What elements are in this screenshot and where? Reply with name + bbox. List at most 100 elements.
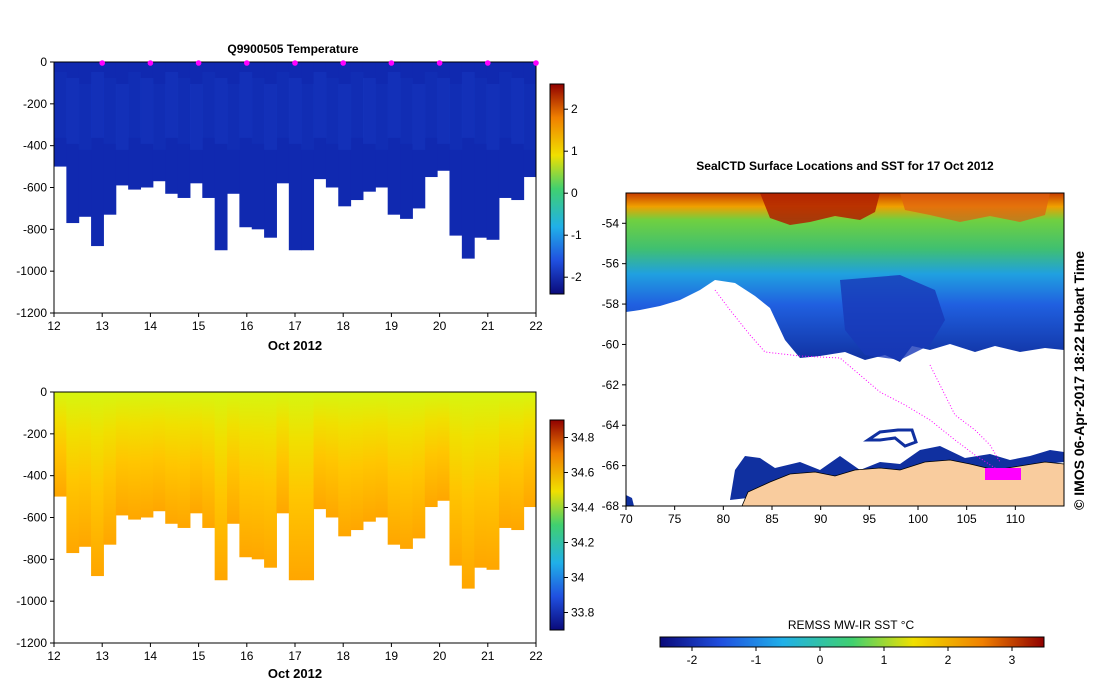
temperature-panel: Q9900505 Temperature 12 13 14 15 16 17 18 19 20 2…: [16, 42, 582, 353]
imos-timestamp: © IMOS 06-Apr-2017 18:22 Hobart Time: [1071, 251, 1087, 510]
profile-column-32: [449, 62, 463, 236]
profile-column-19: [288, 62, 302, 251]
profile-marker: [436, 60, 443, 66]
map-x-tick-label: 110: [1006, 512, 1025, 526]
profile-texture-3: [91, 72, 104, 138]
profile-column-28: [400, 62, 413, 219]
profile-column-26: [375, 392, 389, 518]
profile-column-4: [103, 62, 117, 215]
map-x-tick-label: 95: [863, 512, 877, 526]
profile-column-10: [177, 392, 191, 528]
map-x-tick-label: 90: [814, 512, 828, 526]
colorbar-tick-label: 34.8: [571, 431, 595, 445]
map-colorbar-ticks: -2 -1 0 1 2 3: [687, 647, 1016, 667]
x-tick-label: 18: [337, 319, 351, 333]
profile-texture-21: [313, 72, 327, 138]
profile-texture-5: [115, 84, 129, 150]
map-colorbar: [659, 636, 1045, 648]
sst-ocean-band: [626, 193, 1064, 362]
profile-texture-1: [66, 78, 80, 144]
profile-markers: [99, 60, 539, 66]
profile-column-5: [115, 62, 129, 186]
profile-column-10: [177, 62, 191, 198]
x-tick-label: 14: [144, 649, 158, 663]
map-x-tick-label: 85: [765, 512, 779, 526]
map-y-tick-label: -68: [602, 499, 620, 513]
profile-texture-27: [387, 72, 401, 138]
profile-column-6: [128, 62, 142, 190]
colorbar-tick-label: -2: [571, 270, 582, 284]
map-y-tick-label: -66: [602, 459, 620, 473]
antarctica-land-west: [626, 495, 634, 506]
sst-field: [626, 193, 1064, 506]
profile-marker: [147, 60, 154, 66]
x-tick-label: 20: [433, 649, 447, 663]
profile-column-30: [424, 62, 438, 178]
profile-column-27: [387, 62, 401, 215]
profile-column-12: [202, 62, 216, 198]
profile-marker: [340, 60, 347, 66]
x-tick-label: 18: [337, 649, 351, 663]
x-tick-label: 22: [529, 319, 543, 333]
y-tick-label: 0: [40, 55, 47, 69]
profile-texture-34: [474, 78, 488, 144]
temperature-y-ticks: 0 -200 -400 -600 -800 -1000 -1200: [16, 55, 54, 320]
profile-texture-11: [189, 84, 203, 150]
y-tick-label: -200: [23, 97, 47, 111]
profile-texture-16: [251, 78, 265, 144]
colorbar-tick-label: 0: [571, 186, 578, 200]
profile-column-31: [437, 62, 450, 171]
colorbar-tick-label: 1: [571, 144, 578, 158]
profile-column-33: [461, 62, 475, 259]
profile-texture-22: [325, 78, 339, 144]
profile-texture-6: [128, 72, 142, 138]
profile-column-3: [91, 62, 104, 247]
profile-texture-37: [511, 78, 525, 144]
salinity-colorbar-ticks: 34.8 34.6 34.4 34.2 34 33.8: [564, 431, 595, 620]
profile-column-30: [424, 392, 438, 508]
map-x-tick-label: 105: [957, 512, 977, 526]
profile-column-19: [288, 392, 302, 581]
profile-column-36: [498, 62, 512, 198]
profile-column-0: [54, 392, 67, 497]
x-tick-label: 19: [385, 319, 399, 333]
profile-column-16: [251, 62, 265, 230]
salinity-xlabel: Oct 2012: [268, 666, 322, 681]
profile-texture-7: [140, 78, 154, 144]
map-y-tick-label: -56: [602, 257, 620, 271]
y-tick-label: -800: [23, 222, 47, 236]
profile-column-38: [523, 62, 537, 178]
colorbar-tick-label: 34.4: [571, 501, 595, 515]
profile-texture-17: [264, 84, 277, 150]
profile-texture-0: [54, 72, 67, 138]
x-tick-label: 12: [47, 649, 61, 663]
profile-column-21: [313, 392, 327, 510]
map-y-tick-label: -58: [602, 297, 620, 311]
profile-texture-38: [523, 84, 537, 150]
profile-column-24: [350, 62, 364, 201]
profile-texture-28: [400, 78, 413, 144]
profile-column-31: [437, 392, 450, 501]
temperature-x-ticks: 12 13 14 15 16 17 18 19 20 21 22: [47, 313, 543, 333]
profile-column-34: [474, 392, 488, 568]
profile-texture-9: [165, 72, 179, 138]
profile-column-24: [350, 392, 364, 531]
salinity-colorbar: [549, 419, 565, 631]
y-tick-label: 0: [40, 385, 47, 399]
profile-marker: [485, 60, 491, 66]
profile-cluster: [985, 468, 1021, 480]
temperature-colorbar: [549, 83, 565, 295]
map-colorbar-tick-label: -1: [751, 653, 762, 667]
map-colorbar-tick-label: 3: [1009, 653, 1016, 667]
profile-column-16: [251, 392, 265, 560]
map-colorbar-tick-label: -2: [687, 653, 698, 667]
map-title: SealCTD Surface Locations and SST for 17…: [696, 159, 994, 173]
profile-column-35: [486, 62, 500, 240]
profile-texture-19: [288, 78, 302, 144]
map-colorbar-label: REMSS MW-IR SST °C: [788, 618, 915, 632]
x-tick-label: 12: [47, 319, 61, 333]
profile-texture-10: [177, 78, 191, 144]
profile-column-1: [66, 392, 80, 554]
profile-column-17: [264, 62, 277, 238]
